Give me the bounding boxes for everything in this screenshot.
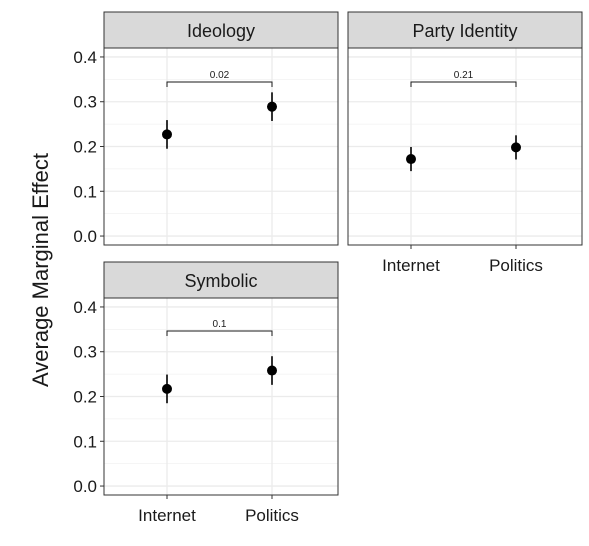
comparison-bracket bbox=[166, 330, 273, 336]
x-tick-label: Politics bbox=[489, 256, 543, 275]
y-tick-label: 0.4 bbox=[73, 48, 97, 67]
y-tick-label: 0.0 bbox=[73, 227, 97, 246]
facet-title: Party Identity bbox=[412, 21, 517, 41]
data-point bbox=[162, 129, 172, 140]
y-tick-label: 0.4 bbox=[73, 298, 97, 317]
y-tick-label: 0.2 bbox=[73, 388, 97, 407]
panel-symbolic: Symbolic 0.0 0.1 0.2 0.3 0.4 Internet Politics 0… bbox=[73, 261, 339, 525]
comparison-label: 0.1 bbox=[213, 319, 227, 330]
data-point bbox=[162, 383, 172, 394]
x-tick-label: Internet bbox=[382, 256, 440, 275]
comparison-label: 0.02 bbox=[210, 70, 230, 81]
data-point bbox=[511, 142, 521, 153]
panel-ideology: Ideology 0.0 0.1 0.2 0.3 0.4 0.02 bbox=[73, 11, 339, 246]
y-axis-title: Average Marginal Effect bbox=[28, 153, 53, 387]
facet-strip bbox=[347, 11, 583, 49]
data-point bbox=[267, 101, 277, 112]
facet-strip bbox=[103, 261, 339, 299]
y-tick-label: 0.1 bbox=[73, 432, 97, 451]
comparison-bracket bbox=[166, 81, 273, 87]
y-tick-label: 0.3 bbox=[73, 343, 97, 362]
facet-title: Ideology bbox=[187, 21, 255, 41]
data-point bbox=[267, 365, 277, 376]
y-tick-label: 0.1 bbox=[73, 182, 97, 201]
comparison-label: 0.21 bbox=[454, 70, 474, 81]
panel-border bbox=[347, 47, 583, 246]
x-tick-label: Politics bbox=[245, 506, 299, 525]
facet-title: Symbolic bbox=[184, 271, 257, 291]
x-tick-label: Internet bbox=[138, 506, 196, 525]
data-point bbox=[406, 154, 416, 165]
facet-strip bbox=[103, 11, 339, 49]
panel-party-identity: Party Identity Internet Politics 0.21 bbox=[347, 11, 583, 275]
y-tick-label: 0.2 bbox=[73, 138, 97, 157]
comparison-bracket bbox=[410, 81, 517, 87]
y-tick-label: 0.0 bbox=[73, 477, 97, 496]
y-tick-label: 0.3 bbox=[73, 93, 97, 112]
panels: Ideology 0.0 0.1 0.2 0.3 0.4 0.02 Party Identit… bbox=[73, 11, 583, 525]
